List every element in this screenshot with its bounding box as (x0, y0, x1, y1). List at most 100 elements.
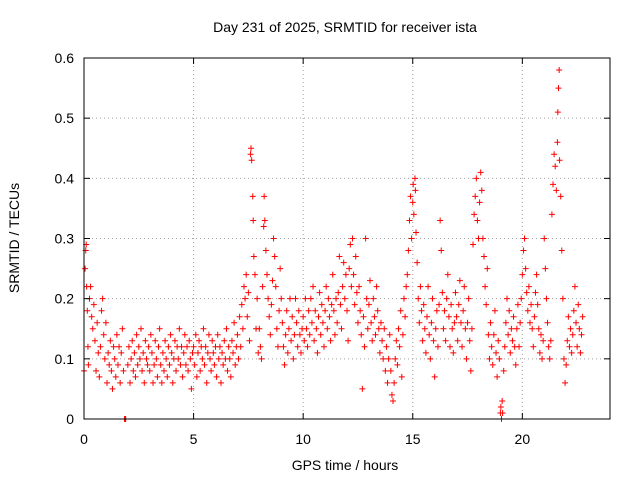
data-point (512, 361, 519, 368)
data-point (328, 301, 335, 308)
data-point (279, 319, 286, 326)
data-point (392, 355, 399, 362)
data-point (285, 325, 292, 332)
data-point (543, 295, 550, 302)
chart-title: Day 231 of 2025, SRMTID for receiver ist… (213, 19, 477, 35)
data-point (396, 343, 403, 350)
data-point (225, 343, 232, 350)
data-point (266, 313, 273, 320)
data-point (330, 307, 337, 314)
data-point (277, 265, 284, 272)
data-point (281, 361, 288, 368)
data-point (525, 283, 532, 290)
data-point (454, 337, 461, 344)
data-point (112, 373, 119, 380)
data-point (379, 337, 386, 344)
data-point (450, 349, 457, 356)
data-point (534, 301, 541, 308)
data-point (403, 283, 410, 290)
data-point (168, 349, 175, 356)
data-point (487, 319, 494, 326)
y-tick-label: 0.5 (55, 110, 75, 126)
data-point (395, 325, 402, 332)
data-point (383, 343, 390, 350)
data-point (468, 325, 475, 332)
data-point (540, 337, 547, 344)
data-point (189, 349, 196, 356)
data-point (440, 325, 447, 332)
data-point (238, 301, 245, 308)
data-point (287, 295, 294, 302)
data-point (160, 367, 167, 374)
series-srmtid (81, 67, 586, 422)
data-point (203, 379, 210, 386)
data-point (234, 331, 241, 338)
data-point (114, 361, 121, 368)
data-point (488, 343, 495, 350)
data-point (351, 301, 358, 308)
data-point (480, 253, 487, 260)
data-point (415, 295, 422, 302)
data-point (107, 337, 114, 344)
data-point (482, 283, 489, 290)
data-point (96, 373, 103, 380)
data-point (191, 361, 198, 368)
data-point (387, 367, 394, 374)
data-point (520, 247, 527, 254)
data-point (337, 301, 344, 308)
data-point (185, 367, 192, 374)
data-point (128, 355, 135, 362)
data-point (293, 319, 300, 326)
data-point (331, 331, 338, 338)
data-point (163, 355, 170, 362)
data-point (259, 283, 266, 290)
data-point (111, 355, 118, 362)
data-point (465, 295, 472, 302)
data-point (447, 343, 454, 350)
data-point (494, 373, 501, 380)
data-point (276, 307, 283, 314)
data-point (147, 331, 154, 338)
data-point (295, 307, 302, 314)
data-point (545, 343, 552, 350)
data-point (460, 307, 467, 314)
data-point (190, 343, 197, 350)
data-point (371, 313, 378, 320)
x-tick-label: 15 (405, 431, 421, 447)
data-point (180, 349, 187, 356)
data-point (99, 295, 106, 302)
data-point (509, 337, 516, 344)
data-point (151, 361, 158, 368)
data-point (215, 355, 222, 362)
data-point (408, 235, 415, 242)
data-point (514, 301, 521, 308)
data-point (292, 295, 299, 302)
data-point (205, 331, 212, 338)
data-point (345, 337, 352, 344)
data-point (209, 337, 216, 344)
data-point (116, 343, 123, 350)
y-tick-label: 0.4 (55, 170, 75, 186)
data-point (544, 319, 551, 326)
data-point (505, 331, 512, 338)
data-point (288, 337, 295, 344)
data-point (261, 193, 268, 200)
data-point (516, 343, 523, 350)
data-point (187, 355, 194, 362)
data-point (360, 313, 367, 320)
data-point (202, 343, 209, 350)
data-point (449, 325, 456, 332)
y-tick-label: 0.3 (55, 231, 75, 247)
data-point (196, 337, 203, 344)
data-point (380, 355, 387, 362)
data-point (437, 217, 444, 224)
data-point (365, 301, 372, 308)
data-point (499, 409, 506, 416)
data-point (250, 253, 257, 260)
data-point (358, 331, 365, 338)
data-point (95, 349, 102, 356)
data-point (148, 349, 155, 356)
data-point (162, 337, 169, 344)
data-point (382, 367, 389, 374)
data-point (565, 313, 572, 320)
